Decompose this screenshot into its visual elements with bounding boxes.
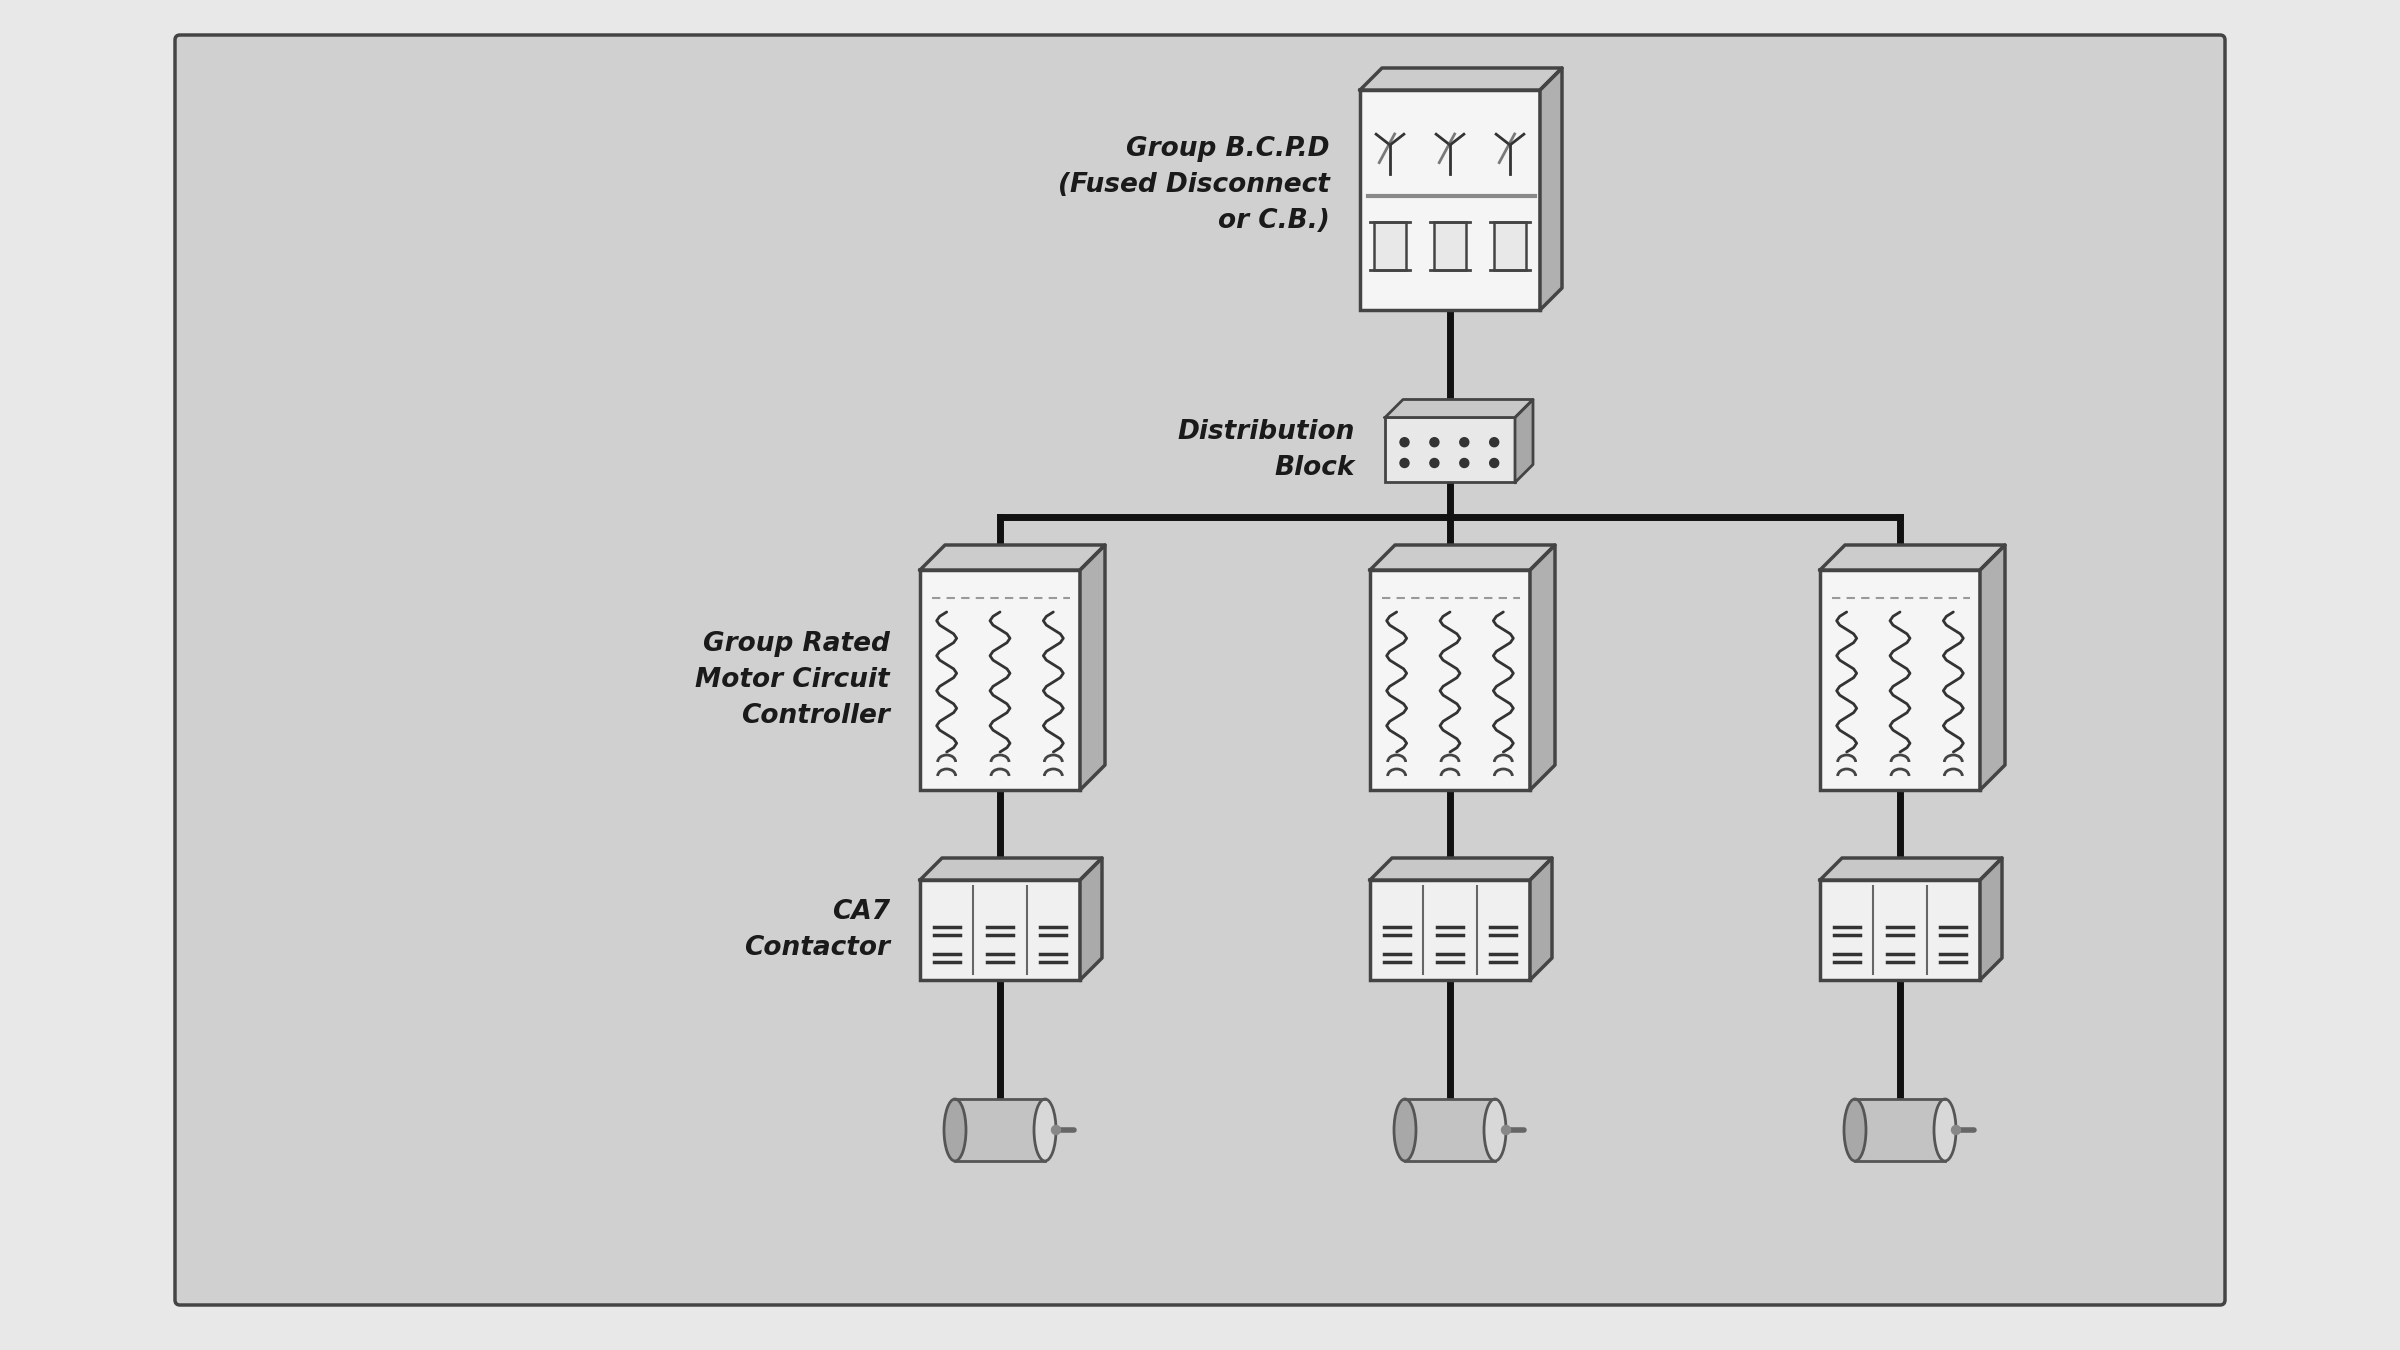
Bar xyxy=(1370,570,1531,790)
Circle shape xyxy=(1490,459,1498,467)
Bar xyxy=(1404,1099,1495,1161)
Polygon shape xyxy=(919,545,1104,570)
Bar xyxy=(1404,1099,1495,1161)
Ellipse shape xyxy=(1034,1099,1056,1161)
Bar xyxy=(1819,880,1980,980)
Bar xyxy=(1373,221,1406,270)
Bar xyxy=(919,880,1080,980)
Text: CA7
Contactor: CA7 Contactor xyxy=(744,899,890,961)
Polygon shape xyxy=(919,859,1102,880)
Bar xyxy=(1819,570,1980,790)
Polygon shape xyxy=(1980,859,2002,980)
Polygon shape xyxy=(1541,68,1562,310)
Circle shape xyxy=(1051,1126,1061,1134)
Polygon shape xyxy=(1514,400,1534,482)
Bar xyxy=(1385,417,1514,482)
Ellipse shape xyxy=(1843,1099,1867,1161)
Polygon shape xyxy=(1370,545,1555,570)
Bar xyxy=(1493,221,1526,270)
Bar xyxy=(919,570,1080,790)
Circle shape xyxy=(1490,437,1498,447)
Text: Group B.C.P.D
(Fused Disconnect
or C.B.): Group B.C.P.D (Fused Disconnect or C.B.) xyxy=(1058,136,1330,234)
Circle shape xyxy=(1951,1126,1961,1134)
Polygon shape xyxy=(1370,859,1553,880)
Polygon shape xyxy=(1361,68,1562,90)
Polygon shape xyxy=(1980,545,2004,790)
Bar xyxy=(1433,221,1466,270)
Text: Distribution
Block: Distribution Block xyxy=(1178,418,1356,481)
Polygon shape xyxy=(1080,859,1102,980)
Circle shape xyxy=(1399,459,1409,467)
Bar xyxy=(1855,1099,1944,1161)
Circle shape xyxy=(1459,437,1469,447)
Polygon shape xyxy=(1080,545,1104,790)
Circle shape xyxy=(1399,437,1409,447)
Circle shape xyxy=(1459,459,1469,467)
Ellipse shape xyxy=(1483,1099,1507,1161)
Bar xyxy=(1361,90,1541,310)
Bar xyxy=(955,1099,1044,1161)
Circle shape xyxy=(1502,1126,1510,1134)
Ellipse shape xyxy=(1934,1099,1956,1161)
Ellipse shape xyxy=(943,1099,967,1161)
Bar xyxy=(955,1099,1044,1161)
Bar xyxy=(1855,1099,1944,1161)
Polygon shape xyxy=(1531,545,1555,790)
Ellipse shape xyxy=(1394,1099,1416,1161)
Text: Group Rated
Motor Circuit
Controller: Group Rated Motor Circuit Controller xyxy=(696,630,890,729)
FancyBboxPatch shape xyxy=(175,35,2225,1305)
Polygon shape xyxy=(1531,859,1553,980)
Circle shape xyxy=(1430,437,1440,447)
Polygon shape xyxy=(1385,400,1534,417)
Polygon shape xyxy=(1819,545,2004,570)
Bar xyxy=(1370,880,1531,980)
Polygon shape xyxy=(1819,859,2002,880)
Circle shape xyxy=(1430,459,1440,467)
